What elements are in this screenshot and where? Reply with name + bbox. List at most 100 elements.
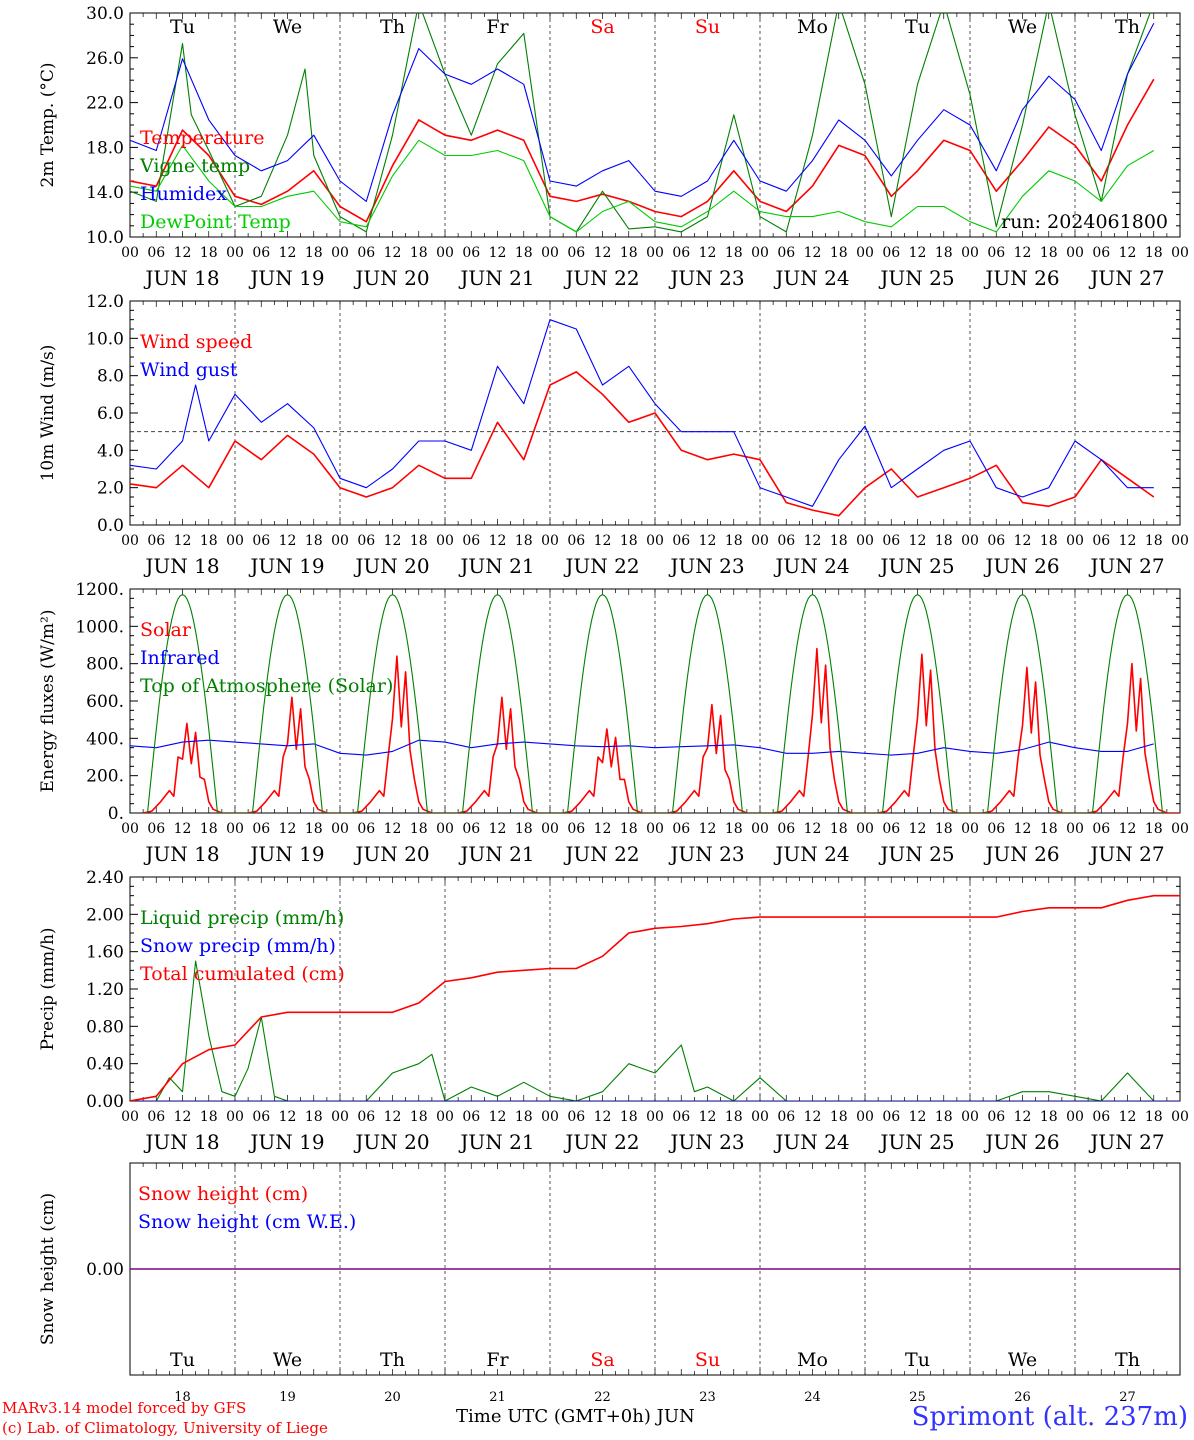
day-number: 18 bbox=[174, 1390, 191, 1405]
day-number: 27 bbox=[1119, 1390, 1136, 1405]
hour-label: 18 bbox=[935, 245, 953, 261]
hour-label: 06 bbox=[777, 245, 795, 261]
hour-label: 12 bbox=[1119, 245, 1137, 261]
series-line bbox=[130, 739, 1154, 756]
date-label: JUN 19 bbox=[248, 842, 324, 866]
hour-label-end: 00 bbox=[1171, 533, 1189, 549]
series-line bbox=[130, 22, 1155, 202]
y-tick-label: 10.0 bbox=[86, 228, 124, 248]
hour-label: 18 bbox=[1040, 1109, 1058, 1125]
hour-label: 00 bbox=[856, 1109, 874, 1125]
series-line bbox=[130, 13, 1151, 233]
hour-label: 12 bbox=[279, 533, 297, 549]
hour-label: 18 bbox=[1145, 245, 1163, 261]
hour-label: 00 bbox=[226, 1109, 244, 1125]
date-label: JUN 19 bbox=[248, 554, 324, 578]
hour-label: 18 bbox=[935, 821, 953, 837]
weekday-label-bottom: Th bbox=[1115, 1349, 1140, 1371]
date-label: JUN 19 bbox=[248, 266, 324, 290]
date-label: JUN 25 bbox=[878, 1130, 954, 1154]
hour-label: 06 bbox=[252, 533, 270, 549]
weekday-label: Tu bbox=[170, 16, 195, 38]
hour-label: 00 bbox=[331, 1109, 349, 1125]
weekday-label: Fr bbox=[486, 16, 509, 38]
hour-label: 00 bbox=[331, 245, 349, 261]
hour-label: 06 bbox=[252, 245, 270, 261]
hour-label: 00 bbox=[436, 1109, 454, 1125]
legend-entry: Vigne temp bbox=[139, 155, 250, 177]
y-tick-label: 0.00 bbox=[86, 1092, 124, 1112]
date-label: JUN 24 bbox=[773, 266, 849, 290]
hour-label: 06 bbox=[1092, 821, 1110, 837]
hour-label: 18 bbox=[1040, 821, 1058, 837]
hour-label: 12 bbox=[489, 1109, 507, 1125]
hour-label: 00 bbox=[961, 533, 979, 549]
x-axis-title: Time UTC (GMT+0h) JUN bbox=[456, 1406, 695, 1427]
y-tick-label: 6.0 bbox=[97, 404, 124, 424]
hour-label: 06 bbox=[147, 533, 165, 549]
y-axis-label: Snow height (cm) bbox=[38, 1193, 58, 1345]
weekday-label-bottom: We bbox=[273, 1349, 302, 1371]
hour-label: 12 bbox=[279, 245, 297, 261]
legend-entry: DewPoint Temp bbox=[140, 211, 291, 233]
legend-entry: Humidex bbox=[140, 183, 227, 205]
y-tick-label: 2.00 bbox=[86, 905, 124, 925]
hour-label: 18 bbox=[515, 1109, 533, 1125]
date-label: JUN 21 bbox=[458, 1130, 534, 1154]
hour-label: 12 bbox=[1119, 533, 1137, 549]
hour-label: 06 bbox=[882, 1109, 900, 1125]
y-tick-label: 0.00 bbox=[86, 1260, 124, 1280]
hour-label: 18 bbox=[200, 533, 218, 549]
y-tick-label: 0.40 bbox=[86, 1055, 124, 1075]
hour-label: 00 bbox=[541, 1109, 559, 1125]
hour-label: 00 bbox=[751, 533, 769, 549]
weekday-label-bottom: Th bbox=[380, 1349, 405, 1371]
hour-label: 12 bbox=[489, 821, 507, 837]
hour-label: 12 bbox=[594, 821, 612, 837]
hour-label: 12 bbox=[174, 821, 192, 837]
hour-label: 06 bbox=[357, 533, 375, 549]
legend-entry: Infrared bbox=[140, 647, 220, 669]
hour-label: 00 bbox=[436, 245, 454, 261]
hour-label: 06 bbox=[147, 245, 165, 261]
hour-label: 12 bbox=[489, 245, 507, 261]
hour-label: 18 bbox=[1145, 533, 1163, 549]
hour-label: 18 bbox=[830, 533, 848, 549]
hour-label: 12 bbox=[804, 245, 822, 261]
legend-entry: Snow height (cm) bbox=[138, 1183, 308, 1205]
date-label: JUN 18 bbox=[143, 842, 219, 866]
hour-label: 18 bbox=[935, 1109, 953, 1125]
series-line bbox=[130, 371, 1155, 517]
hour-label: 06 bbox=[462, 245, 480, 261]
date-label: JUN 21 bbox=[458, 266, 534, 290]
hour-label-end: 00 bbox=[1171, 821, 1189, 837]
weekday-label: Su bbox=[695, 16, 720, 38]
weekday-label-bottom: Tu bbox=[905, 1349, 930, 1371]
panel-2: 0.0 2.0 4.0 6.0 8.0 10.0 12.0 10m Wind (m/s) Win… bbox=[38, 292, 1189, 578]
hour-label: 00 bbox=[541, 245, 559, 261]
date-label: JUN 26 bbox=[983, 842, 1059, 866]
hour-label: 12 bbox=[384, 1109, 402, 1125]
date-label: JUN 24 bbox=[773, 842, 849, 866]
date-label: JUN 18 bbox=[143, 266, 219, 290]
hour-label: 00 bbox=[856, 245, 874, 261]
hour-label: 12 bbox=[1014, 821, 1032, 837]
hour-label: 06 bbox=[147, 821, 165, 837]
y-tick-label: 1.60 bbox=[86, 943, 124, 963]
hour-label: 18 bbox=[515, 821, 533, 837]
hour-label: 18 bbox=[620, 245, 638, 261]
hour-label: 12 bbox=[1014, 245, 1032, 261]
hour-label: 00 bbox=[751, 1109, 769, 1125]
hour-label: 06 bbox=[987, 245, 1005, 261]
series-group bbox=[130, 319, 1155, 517]
date-label: JUN 26 bbox=[983, 554, 1059, 578]
hour-label: 06 bbox=[357, 821, 375, 837]
hour-label: 00 bbox=[856, 821, 874, 837]
hour-label: 00 bbox=[121, 1109, 139, 1125]
y-axis-label: Energy fluxes (W/m²) bbox=[38, 610, 58, 793]
date-label: JUN 23 bbox=[668, 842, 744, 866]
hour-label: 18 bbox=[935, 533, 953, 549]
hour-label: 18 bbox=[1145, 1109, 1163, 1125]
y-tick-label: 800. bbox=[86, 655, 124, 675]
